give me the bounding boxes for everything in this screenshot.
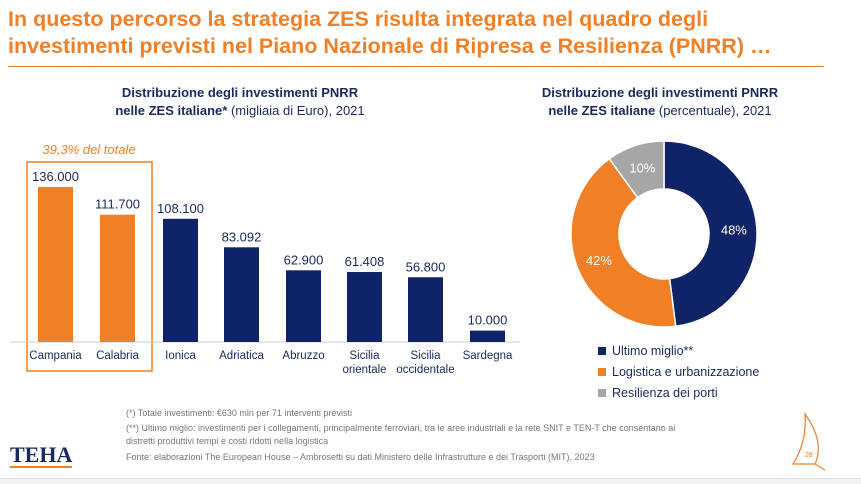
data-label: 136.000 (32, 169, 79, 184)
bar-adriatica (224, 247, 259, 342)
data-label: 61.408 (345, 254, 385, 269)
data-label: 111.700 (95, 197, 140, 212)
slice-ultimo (663, 140, 758, 328)
category-label: Abruzzo (282, 350, 324, 362)
teha-logo: TEHA (10, 442, 73, 468)
legend-item: Ultimo miglio** (598, 344, 693, 358)
slice-label: 48% (721, 223, 747, 238)
bar-ionica (163, 218, 198, 342)
legend-swatch (598, 368, 606, 376)
bar-campania (38, 187, 73, 342)
data-label: 62.900 (284, 252, 324, 267)
legend-swatch (598, 347, 606, 355)
slice-resilienza (608, 140, 665, 199)
legend-item: Logistica e urbanizzazione (598, 365, 759, 379)
category-label: occidentale (396, 364, 454, 376)
data-label: 56.800 (406, 259, 446, 274)
footnote: (**) Ultimo miglio: investimenti per i c… (126, 423, 676, 433)
donut-chart-title: Distribuzione degli investimenti PNRR nel… (541, 85, 779, 118)
donut-chart: 48% 42% 10% (570, 140, 758, 328)
slice-label: 42% (586, 253, 612, 268)
category-label: Sardegna (463, 350, 513, 362)
footnote: (*) Totale investimenti: €630 mln per 71… (126, 408, 352, 418)
slide-title: In questo percorso la strategia ZES risu… (8, 7, 772, 58)
highlight-box (26, 161, 153, 372)
bar-chart: 39,3% del totale 136.000 Campania 111.700 Ca… (10, 142, 520, 376)
footnote: distretti produttivi tempi e costi ridot… (126, 436, 329, 446)
title-divider (8, 66, 824, 67)
highlight-annotation: 39,3% del totale (42, 142, 135, 157)
category-label: Calabria (96, 350, 139, 362)
bar-chart-title: Distribuzione degli investimenti PNRR nel… (115, 85, 365, 118)
data-label: 10.000 (468, 313, 508, 328)
category-label: Campania (29, 350, 82, 362)
category-label: orientale (342, 364, 386, 376)
bar-sardegna (470, 330, 505, 342)
source-note: Fonte: elaborazioni The European House –… (126, 452, 595, 462)
legend-item: Resilienza dei porti (598, 386, 718, 400)
slice-logistica (570, 157, 677, 328)
category-label: Adriatica (219, 350, 264, 362)
page-number: 28 (805, 452, 813, 459)
category-label: Sicilia (410, 350, 441, 362)
data-label: 83.092 (222, 229, 262, 244)
data-label: 108.100 (157, 201, 204, 216)
category-label: Ionica (165, 350, 196, 362)
bar-sicilia-occidentale (408, 277, 443, 342)
legend-swatch (598, 389, 606, 397)
category-label: Sicilia (349, 350, 380, 362)
bar-abruzzo (286, 270, 321, 342)
bar-calabria (100, 214, 135, 342)
slice-label: 10% (629, 160, 655, 175)
bar-sicilia-orientale (347, 272, 382, 342)
sail-logo-icon: 28 (791, 412, 826, 471)
